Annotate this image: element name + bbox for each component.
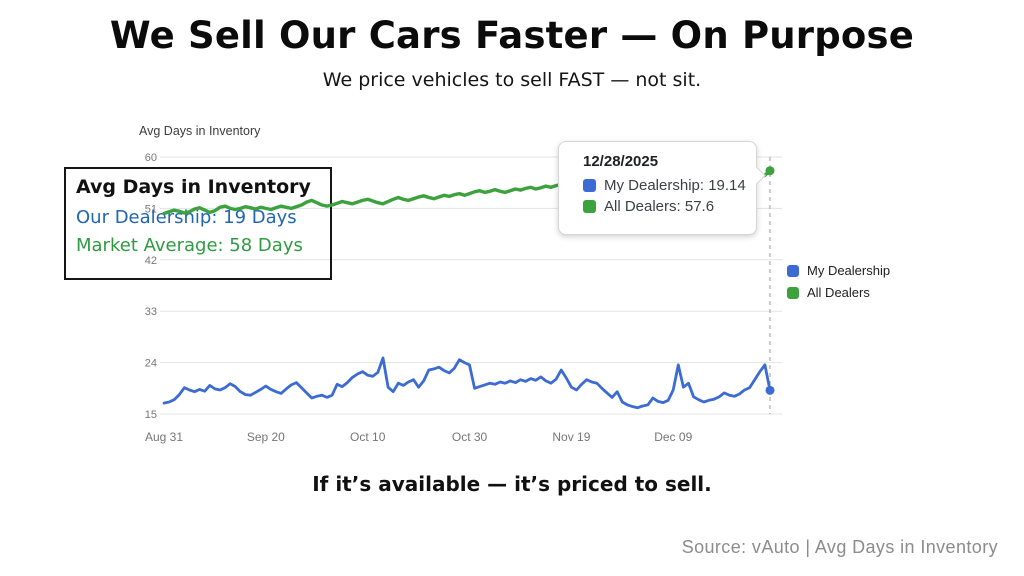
my-dealership-end-dot [765,385,775,395]
legend-item-my-dealership[interactable]: My Dealership [787,263,890,278]
tooltip-my-dealership-value: My Dealership: 19.14 [604,177,746,194]
callout-our-dealership: Our Dealership: 19 Days [76,207,297,228]
chart-legend: My Dealership All Dealers [787,263,890,300]
legend-my-dealership-label: My Dealership [807,263,891,278]
tooltip-date: 12/28/2025 [583,153,659,170]
my-dealership-swatch-icon [583,179,596,192]
all-dealers-legend-swatch-icon [787,286,799,299]
y-axis-title: Avg Days in Inventory [139,124,261,138]
callout-title: Avg Days in Inventory [76,176,311,198]
legend-item-all-dealers[interactable]: All Dealers [787,285,890,300]
tooltip-row-my-dealership: My Dealership: 19.14 [583,177,746,194]
chart-tooltip: 12/28/2025 My Dealership: 19.14 All Deal… [558,141,766,235]
tooltip-row-all-dealers: All Dealers: 57.6 [583,198,746,215]
page-title: We Sell Our Cars Faster — On Purpose [109,14,915,57]
legend-all-dealers-label: All Dealers [807,285,870,300]
my-dealership-line [162,356,772,410]
source-credit: Source: vAuto | Avg Days in Inventory [681,537,998,557]
callout-market-average: Market Average: 58 Days [76,235,303,256]
all-dealers-end-dot [765,166,775,176]
callout-box: Avg Days in Inventory Our Dealership: 19… [64,167,332,280]
page-subtitle: We price vehicles to sell FAST — not sit… [322,69,702,91]
all-dealers-swatch-icon [583,200,596,213]
my-dealership-legend-swatch-icon [787,264,799,277]
tagline: If it’s available — it’s priced to sell. [312,472,712,496]
tooltip-all-dealers-value: All Dealers: 57.6 [604,198,715,215]
